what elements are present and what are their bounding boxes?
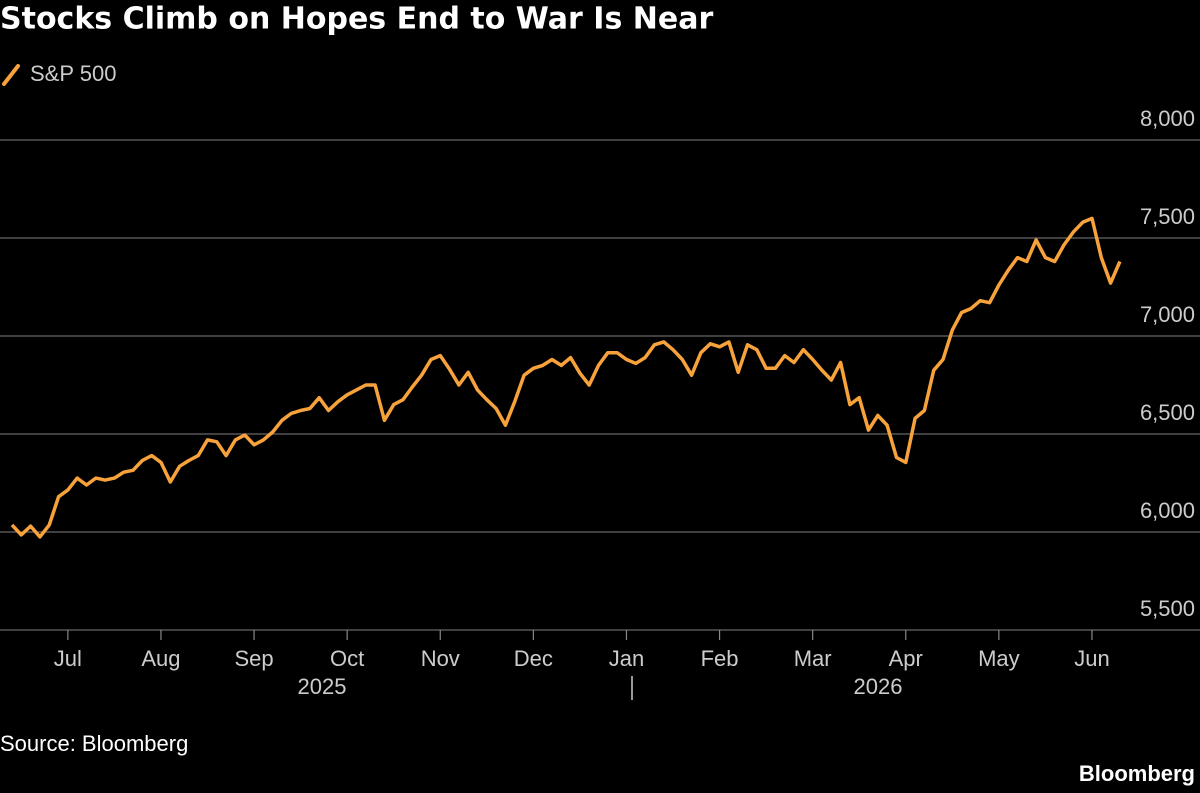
x-tick-label: Apr bbox=[889, 646, 923, 671]
y-tick-label: 6,000 bbox=[1140, 498, 1195, 523]
legend-label: S&P 500 bbox=[30, 61, 116, 86]
chart-title: Stocks Climb on Hopes End to War Is Near bbox=[0, 2, 713, 37]
x-tick-label: Aug bbox=[141, 646, 180, 671]
x-tick-label: Dec bbox=[514, 646, 553, 671]
x-tick-label: Jan bbox=[609, 646, 644, 671]
year-label: 2026 bbox=[854, 674, 903, 699]
x-tick-label: Nov bbox=[421, 646, 460, 671]
legend-swatch bbox=[2, 64, 20, 86]
series-line bbox=[10, 216, 1122, 539]
source: Source: Bloomberg bbox=[0, 731, 188, 756]
year-label: 2025 bbox=[298, 674, 347, 699]
x-tick-label: Sep bbox=[234, 646, 273, 671]
x-tick-label: Feb bbox=[701, 646, 739, 671]
x-tick-label: Jun bbox=[1074, 646, 1109, 671]
x-tick-label: Mar bbox=[794, 646, 832, 671]
y-tick-label: 7,500 bbox=[1140, 204, 1195, 229]
logo: Bloomberg bbox=[1079, 761, 1195, 786]
y-tick-label: 8,000 bbox=[1140, 106, 1195, 131]
x-tick-label: Oct bbox=[330, 646, 364, 671]
x-tick-label: May bbox=[978, 646, 1020, 671]
y-tick-label: 5,500 bbox=[1140, 596, 1195, 621]
x-tick-label: Jul bbox=[54, 646, 82, 671]
y-tick-label: 6,500 bbox=[1140, 400, 1195, 425]
y-tick-label: 7,000 bbox=[1140, 302, 1195, 327]
